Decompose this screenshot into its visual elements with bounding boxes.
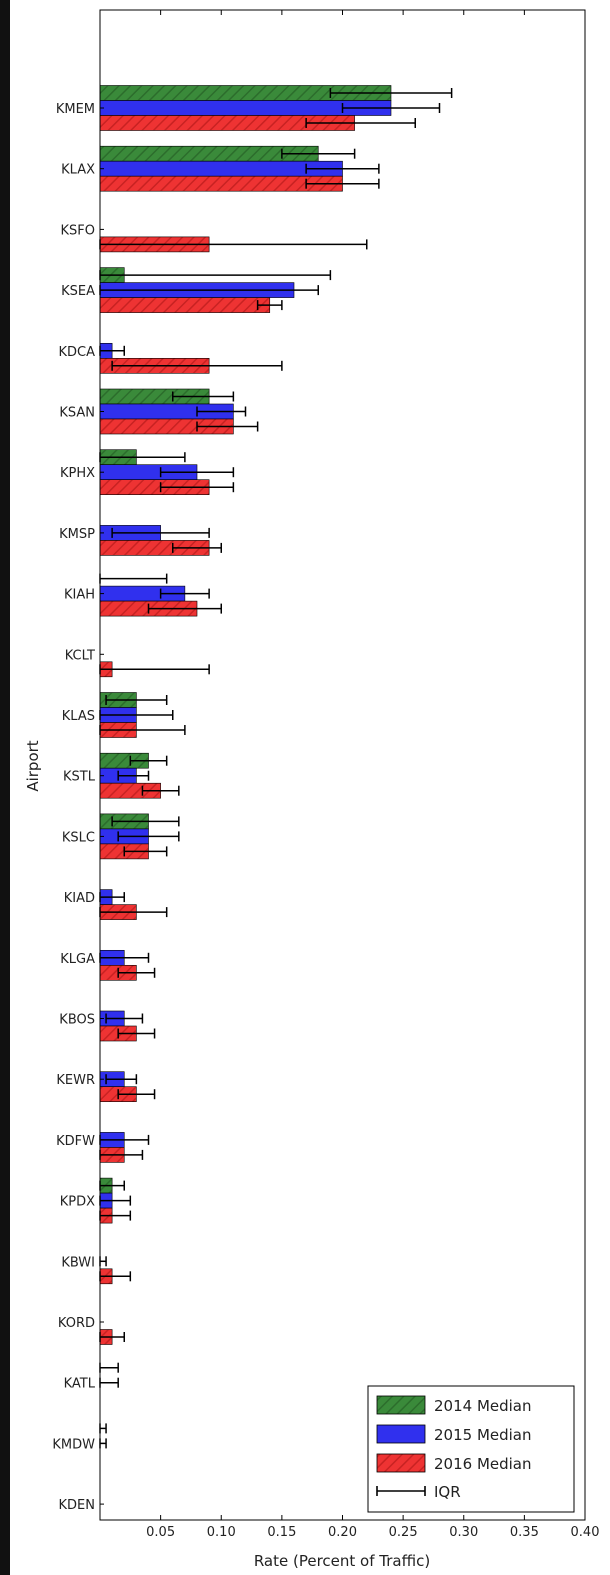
legend-swatch-2014 <box>376 1395 426 1415</box>
legend-label-2014: 2014 Median <box>434 1397 532 1415</box>
y-tick-label-kmem: KMEM <box>56 102 95 117</box>
legend-swatch-2016 <box>376 1453 426 1473</box>
x-tick-label: 0.05 <box>146 1525 175 1540</box>
y-tick-label-ksfo: KSFO <box>61 223 96 238</box>
x-tick-label: 0.40 <box>571 1525 600 1540</box>
left-border-strip <box>0 0 10 1575</box>
y-tick-label-kmsp: KMSP <box>59 527 95 542</box>
y-axis-label: Airport <box>24 740 42 791</box>
y-tick-label-kphx: KPHX <box>60 466 95 481</box>
y-tick-label-kpdx: KPDX <box>60 1195 95 1210</box>
y-tick-label-klax: KLAX <box>61 163 95 178</box>
plot-frame <box>99 9 586 1521</box>
y-tick-label-kdca: KDCA <box>58 345 95 360</box>
legend-label-2015: 2015 Median <box>434 1426 532 1444</box>
y-tick-labels: KMEM KLAX KSFO KSEA KDCA KSAN KPHX KMSP KIAH KCLT… <box>52 102 104 1513</box>
x-tick-label: 0.35 <box>510 1525 539 1540</box>
x-tick-label: 0.10 <box>207 1525 236 1540</box>
y-tick-label-kbos: KBOS <box>59 1013 95 1028</box>
legend: 2014 Median 2015 Median 2016 Median IQR <box>367 1385 575 1513</box>
y-tick-label-klas: KLAS <box>62 709 95 724</box>
y-tick-label-ksea: KSEA <box>61 284 95 299</box>
y-tick-label-kden: KDEN <box>59 1498 95 1513</box>
y-tick-label-kbwi: KBWI <box>61 1255 95 1270</box>
x-tick-labels: 0.05 0.10 0.15 0.20 0.25 0.30 0.35 0.40 <box>146 10 599 1540</box>
legend-label-2016: 2016 Median <box>434 1455 532 1473</box>
x-tick-label: 0.25 <box>389 1525 418 1540</box>
y-tick-label-kord: KORD <box>58 1316 95 1331</box>
bar-ksea-2016 <box>99 297 271 313</box>
legend-label-iqr: IQR <box>434 1483 461 1501</box>
y-tick-label-kewr: KEWR <box>56 1073 95 1088</box>
y-tick-label-ksan: KSAN <box>59 406 95 421</box>
y-tick-label-kstl: KSTL <box>63 770 96 785</box>
x-axis-label: Rate (Percent of Traffic) <box>254 1552 430 1570</box>
y-tick-label-klga: KLGA <box>60 952 95 967</box>
y-tick-label-kdfw: KDFW <box>56 1134 95 1149</box>
legend-swatch-2015 <box>376 1424 426 1444</box>
y-tick-label-kiad: KIAD <box>64 891 95 906</box>
y-tick-label-kiah: KIAH <box>64 588 95 603</box>
x-tick-label: 0.20 <box>328 1525 357 1540</box>
y-tick-label-kmdw: KMDW <box>52 1437 95 1452</box>
y-tick-label-katl: KATL <box>64 1377 96 1392</box>
x-tick-label: 0.15 <box>267 1525 296 1540</box>
x-tick-label: 0.30 <box>449 1525 478 1540</box>
y-tick-label-kslc: KSLC <box>62 830 95 845</box>
y-tick-label-kclt: KCLT <box>65 648 95 663</box>
